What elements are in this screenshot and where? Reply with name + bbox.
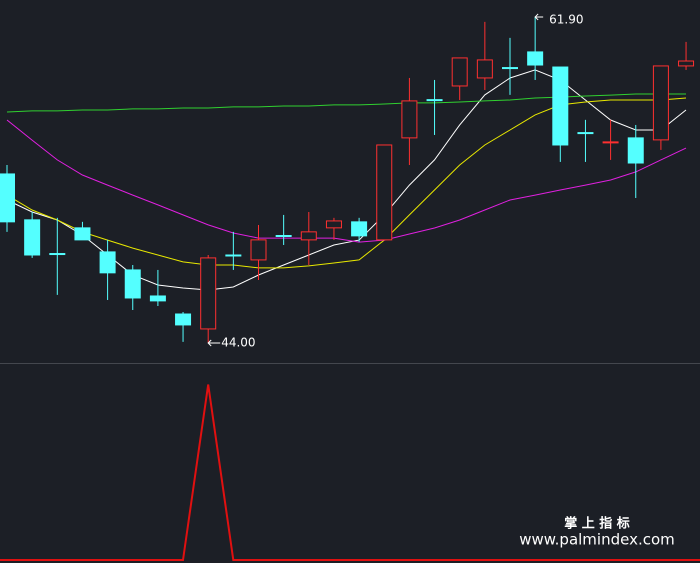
candle-body xyxy=(652,65,669,141)
candle-body xyxy=(124,269,141,299)
high-pointer xyxy=(534,13,544,21)
candle-body xyxy=(678,60,695,67)
candle-body xyxy=(225,254,242,257)
candle-body xyxy=(200,257,217,330)
candle-body xyxy=(502,67,518,70)
high-label: 61.90 xyxy=(549,12,583,26)
watermark-url: www.palmindex.com xyxy=(519,531,675,549)
candle-body xyxy=(250,239,267,261)
candle-body xyxy=(476,59,493,79)
watermark-title: 掌 上 指 标 xyxy=(564,516,630,532)
ma-line xyxy=(6,97,687,269)
candle-body xyxy=(401,100,418,139)
ma-line xyxy=(6,69,687,291)
candle-body xyxy=(74,227,91,241)
candle-body xyxy=(552,66,569,146)
candle-body xyxy=(577,132,594,135)
candle-body xyxy=(0,173,15,223)
candle-body xyxy=(275,235,292,238)
candle-body xyxy=(175,313,192,326)
candle-body xyxy=(325,220,342,229)
candle-body xyxy=(602,141,619,144)
candle-body xyxy=(149,295,166,302)
candle-body xyxy=(24,219,41,256)
candle-body xyxy=(451,57,468,87)
candle-body xyxy=(527,51,544,66)
ma-line xyxy=(6,119,687,243)
candle-body xyxy=(99,251,116,274)
candle-body xyxy=(49,253,66,256)
low-pointer xyxy=(207,339,221,347)
indicator-line xyxy=(0,384,700,561)
ma-line xyxy=(6,93,686,113)
candle-body xyxy=(426,99,443,102)
candle-body xyxy=(351,221,368,237)
candle-body xyxy=(627,137,644,164)
candle-body xyxy=(376,144,393,241)
low-label: 44.00 xyxy=(221,335,255,349)
candle-body xyxy=(300,231,317,241)
